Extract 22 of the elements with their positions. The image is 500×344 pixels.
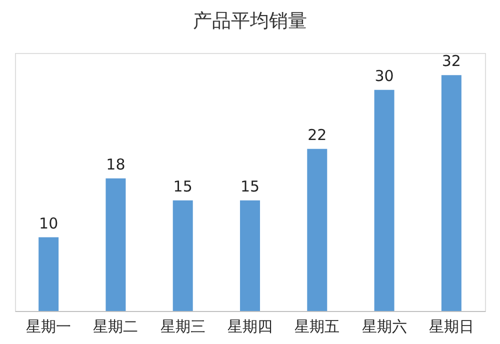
bar	[441, 75, 462, 311]
x-tick-label: 星期日	[428, 318, 474, 336]
bar	[307, 148, 328, 311]
data-label: 15	[173, 177, 192, 196]
data-label: 10	[39, 214, 58, 232]
x-tick-label: 星期二	[93, 318, 138, 336]
x-tick-label: 星期一	[26, 318, 72, 336]
data-label: 30	[374, 66, 394, 85]
x-tick-label: 星期四	[228, 318, 272, 336]
bar	[240, 200, 260, 311]
bar	[38, 237, 59, 311]
x-tick-label: 星期五	[294, 318, 340, 336]
bar	[172, 200, 193, 311]
data-label: 32	[442, 52, 461, 70]
chart-title: 产品平均销量	[193, 10, 307, 32]
x-tick-label: 星期六	[362, 318, 407, 336]
data-label: 15	[240, 177, 260, 196]
bar	[106, 178, 126, 311]
data-label: 22	[308, 126, 327, 144]
x-tick-label: 星期三	[160, 318, 206, 336]
data-label: 18	[106, 155, 126, 174]
bar	[374, 90, 394, 311]
